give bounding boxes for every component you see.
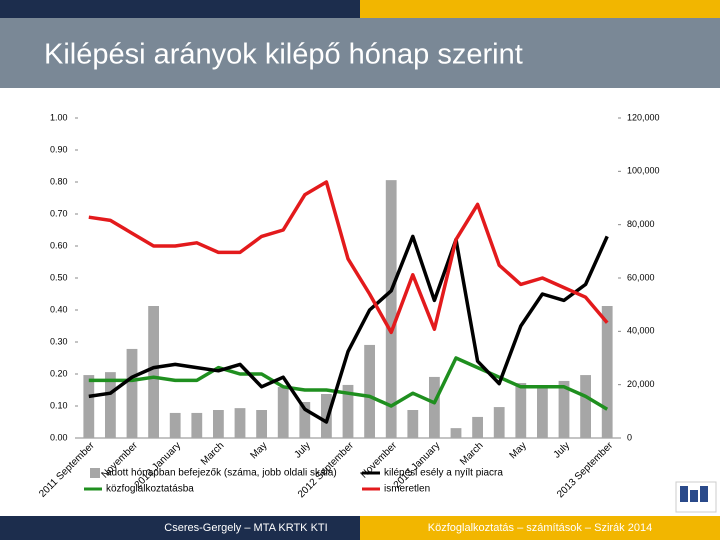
- bar: [558, 380, 570, 438]
- legend-label: közfoglalkoztatásba: [106, 484, 194, 495]
- bar: [234, 408, 246, 438]
- y2-tick-label: 0: [627, 432, 632, 442]
- bar: [191, 412, 203, 438]
- bar: [601, 306, 613, 438]
- bar: [385, 180, 397, 438]
- chart-title: Kilépési arányok kilépő hónap szerint: [44, 39, 523, 71]
- bar: [148, 306, 159, 438]
- line: [88, 356, 609, 411]
- bar: [299, 402, 311, 438]
- y-tick-label: 0.80: [50, 176, 68, 186]
- y2-tick-label: 100,000: [627, 166, 660, 176]
- y-tick-label: 0.20: [50, 368, 68, 378]
- bar: [493, 407, 505, 438]
- y2-tick-label: 20,000: [627, 379, 655, 389]
- bar: [537, 388, 548, 438]
- footer-left: Cseres-Gergely – MTA KRTK KTI: [164, 522, 327, 534]
- y2-tick-label: 40,000: [627, 326, 655, 336]
- line: [88, 180, 609, 335]
- legend-label: adott hónapban befejezők (száma, jobb ol…: [106, 468, 337, 479]
- legend-label: ismeretlen: [384, 484, 430, 495]
- y-tick-label: 0.00: [50, 432, 68, 442]
- bar: [277, 387, 289, 438]
- bar: [213, 410, 224, 438]
- y-tick-label: 0.40: [50, 304, 68, 314]
- bar: [256, 410, 267, 438]
- y-tick-label: 0.60: [50, 240, 68, 250]
- y2-tick-label: 80,000: [627, 219, 655, 229]
- y-tick-label: 0.90: [50, 144, 68, 154]
- top-band-left: [0, 0, 360, 18]
- bar: [321, 394, 332, 438]
- legend-label: kilépési esély a nyílt piacra: [384, 468, 503, 479]
- title-band: [0, 18, 720, 88]
- y-tick-label: 0.70: [50, 208, 68, 218]
- bar: [83, 375, 95, 438]
- bar: [472, 416, 483, 438]
- top-band-right: [360, 0, 720, 18]
- y-tick-label: 0.10: [50, 400, 68, 410]
- footer-band-left: [0, 516, 360, 540]
- bar: [126, 348, 138, 438]
- bar: [407, 410, 419, 438]
- bar: [515, 383, 527, 438]
- bar: [580, 375, 591, 438]
- bar: [169, 412, 181, 438]
- legend-swatch: [90, 468, 100, 478]
- y2-tick-label: 60,000: [627, 272, 655, 282]
- bar: [364, 344, 375, 438]
- line: [88, 234, 609, 424]
- bar: [429, 376, 440, 438]
- bar: [342, 384, 354, 438]
- y2-tick-label: 120,000: [627, 112, 660, 122]
- logo: [675, 481, 717, 513]
- bar: [450, 428, 462, 438]
- y-tick-label: 0.50: [50, 272, 68, 282]
- bar: [105, 372, 116, 438]
- y-tick-label: 0.30: [50, 336, 68, 346]
- y-tick-label: 1.00: [50, 112, 68, 122]
- footer-right: Közfoglalkoztatás – számítások – Szirák …: [428, 522, 652, 534]
- footer-band-right: [360, 516, 720, 540]
